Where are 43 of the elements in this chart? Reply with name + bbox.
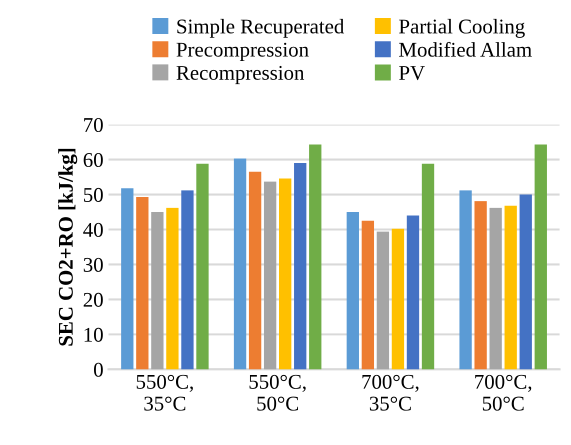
bar	[294, 163, 306, 370]
bar	[166, 208, 179, 370]
bar	[362, 220, 374, 370]
y-tick-label: 0	[94, 362, 103, 377]
bar	[136, 196, 148, 370]
bar	[376, 232, 390, 370]
legend-label: Precompression	[176, 42, 309, 61]
bar	[196, 164, 209, 370]
bar	[151, 212, 164, 370]
y-tick-label: 70	[84, 118, 103, 132]
legend-label: Modified Allam	[399, 42, 532, 57]
legend-label: PV	[399, 66, 425, 80]
y-tick-label: 20	[84, 292, 103, 307]
bar	[474, 201, 487, 370]
y-tick-label: 40	[83, 222, 103, 237]
bar	[346, 212, 359, 370]
bar	[422, 164, 434, 370]
legend-label: Recompression	[176, 66, 304, 84]
y-tick-label: 30	[84, 258, 103, 272]
x-tick-label: 700°C, 50°C	[475, 374, 532, 411]
y-tick-label: 60	[84, 152, 103, 167]
bar	[248, 172, 262, 370]
x-tick-label: 700°C, 35°C	[362, 374, 418, 411]
y-tick-label: 50	[84, 188, 103, 202]
bar	[459, 190, 472, 370]
bar	[181, 190, 194, 370]
y-axis-title: SEC CO2+RO [kJ/kg]	[58, 148, 78, 346]
bar	[234, 158, 246, 370]
bar	[504, 206, 517, 370]
y-tick-label: 10	[84, 328, 103, 342]
legend-label: Simple Recuperated	[177, 18, 344, 38]
bar	[406, 216, 420, 370]
bar	[392, 228, 404, 370]
bar	[309, 144, 322, 370]
bar	[520, 194, 532, 370]
x-tick-label: 550°C, 35°C	[136, 374, 193, 411]
bar	[121, 188, 134, 370]
x-tick-label: 550°C, 50°C	[250, 374, 306, 411]
bar	[490, 208, 502, 370]
bar	[534, 144, 547, 370]
legend-label: Partial Cooling	[399, 18, 525, 38]
bar	[279, 178, 292, 370]
bar	[264, 182, 276, 370]
